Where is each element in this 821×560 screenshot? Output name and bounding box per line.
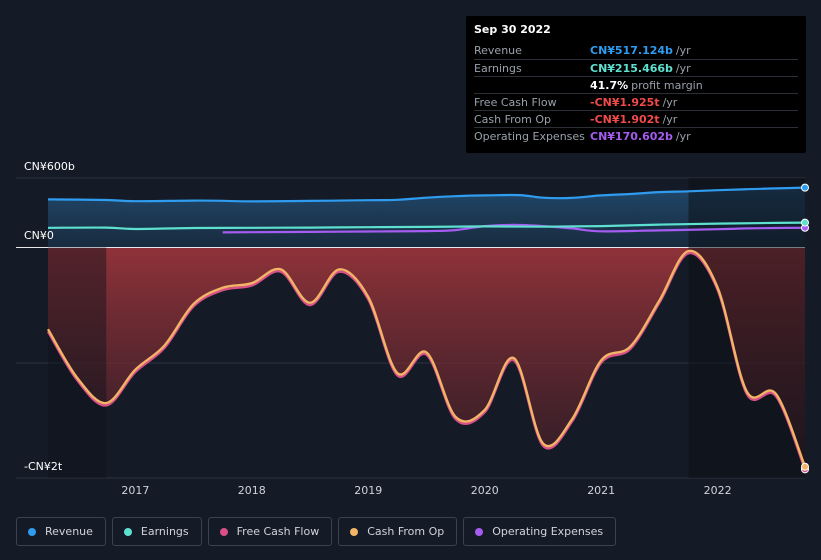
series-line-operating-expenses [222,223,806,234]
tooltip-row-value: -CN¥1.902t [590,112,660,126]
y-tick-label: -CN¥2t [24,460,63,473]
end-marker-earnings [801,218,809,227]
tooltip-row-unit: /yr [675,129,691,143]
tooltip-row-label: Operating Expenses [474,129,585,143]
series-line-revenue [47,186,806,203]
legend-item-revenue[interactable]: Revenue [16,517,106,546]
tooltip-row-unit: /yr [675,61,691,75]
legend-dot-icon [219,527,228,536]
legend-item-cash-from-op[interactable]: Cash From Op [338,517,458,546]
tooltip-row-value: -CN¥1.925t [590,95,660,109]
x-tick-label: 2022 [704,484,732,497]
tooltip-row: Earnings CN¥215.466b/yr [474,59,798,76]
tooltip-row-value: CN¥517.124b [590,44,673,57]
series-line-cash-from-op [46,249,807,468]
legend-dot-icon [28,527,36,536]
x-tick-label: 2019 [354,484,382,497]
x-tick-label: 2021 [587,484,615,497]
tooltip-row-label: Revenue [474,44,522,57]
legend-label: Free Cash Flow [236,525,320,538]
axis-labels: CN¥600b CN¥0 -CN¥2t 2017 2018 2019 2020 2021 202… [24,160,732,497]
legend-label: Revenue [45,525,93,538]
tooltip-row-unit: /yr [662,112,678,126]
end-marker-revenue [801,183,809,192]
chart-legend: Revenue Earnings Free Cash Flow Cash From O… [16,517,617,546]
legend-label: Cash From Op [367,525,445,538]
shade-left [48,247,107,478]
tooltip-row-value: 41.7% [590,78,629,92]
tooltip-rows: Revenue CN¥517.124b/yr Earnings CN¥215.466b… [474,42,798,144]
tooltip-row-value: CN¥215.466b [590,61,673,75]
x-tick-label: 2017 [121,484,149,497]
tooltip-row: 41.7% profit margin [474,76,798,93]
legend-dot-icon [475,527,484,536]
tooltip-row-unit: profit margin [631,78,703,92]
legend-label: Operating Expenses [492,525,604,538]
tooltip-row: Operating Expenses CN¥170.602b/yr [474,127,798,144]
tooltip-row: Cash From Op -CN¥1.902t/yr [474,110,798,127]
legend-dot-icon [350,527,359,536]
end-markers [801,183,809,474]
series-lines [46,186,807,470]
y-tick-label: CN¥0 [24,229,54,242]
end-marker-cash-from-op [801,462,809,471]
tooltip-row: Revenue CN¥517.124b/yr [474,42,798,59]
legend-label: Earnings [140,525,189,538]
tooltip-date: Sep 30 2022 [474,23,551,36]
cash-area-fill [48,247,805,467]
tooltip-row-value: CN¥170.602b [590,129,673,143]
x-tick-label: 2020 [471,484,499,497]
legend-item-free-cash-flow[interactable]: Free Cash Flow [207,517,333,546]
series-line-earnings [47,221,806,231]
tooltip-row-label: Earnings [474,61,522,75]
legend-item-earnings[interactable]: Earnings [111,517,202,546]
y-tick-label: CN¥600b [24,160,75,173]
tooltip-row-label: Cash From Op [474,112,552,126]
data-tooltip: Sep 30 2022 Revenue CN¥517.124b/yr Earning… [466,16,806,153]
x-tick-label: 2018 [238,484,266,497]
legend-item-operating-expenses[interactable]: Operating Expenses [463,517,617,546]
financials-chart: CN¥600b CN¥0 -CN¥2t 2017 2018 2019 2020 2021 202… [16,160,809,497]
tooltip-row-label: Free Cash Flow [474,95,557,109]
tooltip-row-unit: /yr [662,95,678,109]
legend-dot-icon [123,527,132,536]
tooltip-row: Free Cash Flow -CN¥1.925t/yr [474,93,798,110]
tooltip-row-unit: /yr [675,44,691,57]
